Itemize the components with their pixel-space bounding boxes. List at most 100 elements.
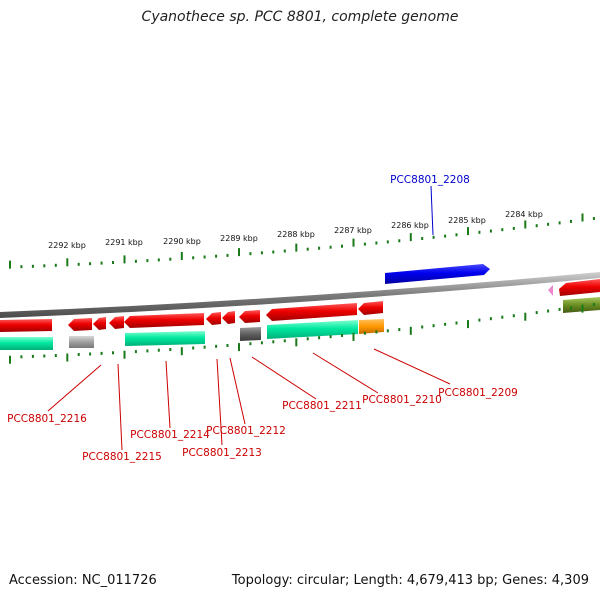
scale-tick-minor bbox=[489, 317, 492, 321]
kbp-label: 2292 kbp bbox=[48, 241, 86, 250]
scale-tick-minor bbox=[398, 239, 401, 243]
gene-label[interactable]: PCC8801_2209 bbox=[438, 387, 518, 399]
gene-label[interactable]: PCC8801_2212 bbox=[206, 425, 286, 437]
gene-feature-forward[interactable] bbox=[385, 264, 490, 284]
gene-label[interactable]: PCC8801_2210 bbox=[362, 394, 442, 406]
gene-labels: PCC8801_2208 PCC8801_2209 PCC8801_2210 P… bbox=[7, 174, 518, 463]
scale-tick-major bbox=[409, 326, 412, 335]
gene-feature-reverse[interactable] bbox=[239, 310, 260, 323]
scale-tick-minor bbox=[272, 250, 275, 254]
scale-tick-minor bbox=[398, 328, 401, 332]
scale-tick-major bbox=[9, 260, 11, 269]
gene-feature-reverse[interactable] bbox=[559, 279, 600, 296]
scale-tick-minor bbox=[501, 315, 504, 319]
scale-tick-minor bbox=[169, 348, 172, 351]
scale-tick-minor bbox=[203, 255, 206, 259]
scale-tick-major bbox=[295, 338, 298, 347]
kbp-label: 2288 kbp bbox=[277, 230, 315, 239]
gene-feature-reverse[interactable] bbox=[0, 319, 52, 332]
gene-feature-reverse[interactable] bbox=[109, 316, 124, 329]
scale-tick-minor bbox=[570, 219, 572, 223]
scale-tick-major bbox=[66, 353, 69, 362]
scale-tick-minor bbox=[375, 330, 378, 334]
misc-feature-marker[interactable] bbox=[548, 285, 553, 296]
gene-label[interactable]: PCC8801_2214 bbox=[130, 429, 210, 441]
gene-label[interactable]: PCC8801_2215 bbox=[82, 451, 162, 463]
scale-tick-minor bbox=[535, 224, 538, 228]
scale-tick-minor bbox=[283, 339, 286, 343]
scale-tick-minor bbox=[112, 351, 114, 355]
scale-tick-minor bbox=[169, 257, 172, 261]
kbp-scale-labels: 2292 kbp 2291 kbp 2290 kbp 2289 kbp 2288… bbox=[48, 210, 543, 250]
scale-tick-minor bbox=[444, 234, 447, 238]
gene-feature-reverse[interactable] bbox=[93, 317, 106, 330]
scale-tick-major bbox=[352, 238, 355, 247]
scale-tick-minor bbox=[318, 246, 321, 250]
cds-row bbox=[0, 297, 600, 350]
scale-tick-minor bbox=[226, 344, 229, 347]
kbp-label: 2286 kbp bbox=[391, 221, 429, 230]
kbp-label: 2290 kbp bbox=[163, 237, 201, 246]
gene-feature-reverse[interactable] bbox=[266, 303, 357, 321]
scale-tick-major bbox=[581, 213, 584, 222]
scale-tick-minor bbox=[455, 233, 458, 237]
upper-scale-ticks bbox=[9, 213, 595, 269]
scale-tick-major bbox=[123, 255, 126, 264]
cds-feature[interactable] bbox=[240, 327, 261, 341]
cds-feature[interactable] bbox=[125, 331, 205, 346]
scale-tick-minor bbox=[215, 344, 218, 348]
gene-label[interactable]: PCC8801_2213 bbox=[182, 447, 262, 459]
scale-tick-minor bbox=[592, 302, 595, 306]
scale-tick-minor bbox=[203, 345, 206, 349]
gene-feature-reverse[interactable] bbox=[206, 312, 221, 325]
scale-tick-minor bbox=[306, 337, 309, 341]
scale-tick-minor bbox=[363, 331, 366, 335]
gene-label[interactable]: PCC8801_2211 bbox=[282, 400, 362, 412]
scale-tick-minor bbox=[54, 263, 57, 267]
scale-tick-minor bbox=[341, 244, 343, 248]
gene-label[interactable]: PCC8801_2208 bbox=[390, 174, 470, 186]
scale-tick-minor bbox=[146, 259, 149, 263]
scale-tick-major bbox=[581, 304, 584, 313]
scale-tick-minor bbox=[157, 348, 160, 352]
scale-tick-minor bbox=[318, 336, 321, 340]
scale-tick-minor bbox=[249, 252, 252, 256]
scale-tick-minor bbox=[455, 321, 458, 325]
scale-tick-major bbox=[467, 227, 469, 236]
scale-tick-minor bbox=[432, 235, 435, 239]
scale-tick-minor bbox=[215, 254, 218, 258]
gene-feature-reverse[interactable] bbox=[222, 311, 235, 324]
cds-feature[interactable] bbox=[359, 319, 384, 334]
scale-tick-minor bbox=[31, 264, 34, 268]
kbp-label: 2287 kbp bbox=[334, 226, 372, 235]
scale-tick-major bbox=[9, 355, 11, 364]
scale-tick-minor bbox=[535, 311, 538, 315]
scale-tick-minor bbox=[100, 261, 103, 265]
cds-feature[interactable] bbox=[267, 320, 358, 339]
label-leaders bbox=[47, 185, 451, 451]
scale-tick-minor bbox=[375, 241, 378, 245]
gene-feature-reverse[interactable] bbox=[358, 301, 383, 315]
gene-feature-reverse[interactable] bbox=[68, 318, 92, 331]
kbp-label: 2284 kbp bbox=[505, 210, 543, 219]
scale-tick-minor bbox=[512, 226, 515, 230]
lower-scale-ticks bbox=[9, 302, 595, 364]
scale-tick-major bbox=[409, 233, 412, 242]
scale-tick-minor bbox=[31, 354, 34, 358]
scale-tick-minor bbox=[421, 325, 424, 329]
scale-tick-minor bbox=[489, 229, 492, 233]
map-title: Cyanothece sp. PCC 8801, complete genome bbox=[141, 9, 459, 25]
scale-tick-minor bbox=[570, 306, 572, 310]
scale-tick-minor bbox=[444, 322, 447, 326]
scale-tick-minor bbox=[306, 247, 309, 251]
kbp-label: 2289 kbp bbox=[220, 234, 258, 243]
cds-feature[interactable] bbox=[69, 336, 94, 348]
scale-tick-minor bbox=[547, 309, 550, 313]
scale-tick-minor bbox=[386, 240, 389, 244]
cds-feature[interactable] bbox=[0, 337, 53, 350]
scale-tick-minor bbox=[558, 307, 561, 311]
scale-tick-minor bbox=[89, 262, 92, 266]
gene-label[interactable]: PCC8801_2216 bbox=[7, 413, 87, 425]
gene-feature-reverse[interactable] bbox=[124, 313, 204, 328]
